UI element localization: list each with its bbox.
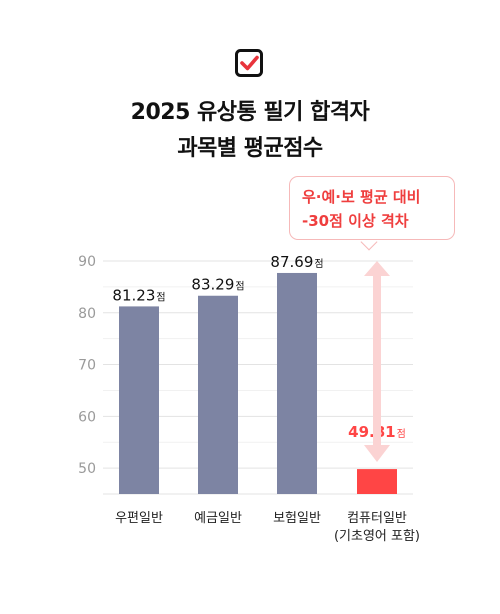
callout-line-2: -30점 이상 격차 [302,212,409,230]
y-tick-label: 90 [78,254,96,270]
bar-1 [119,306,159,494]
y-tick-label: 70 [78,358,96,374]
value-unit: 점 [235,281,244,293]
x-category-name: 보험일반 [273,511,321,526]
value-number: 87.69 [270,253,313,271]
callout-line-1: 우·예·보 평균 대비 [302,188,421,206]
value-unit: 점 [314,258,323,270]
value-label-2: 83.29점 [191,276,244,294]
value-label-1: 81.23점 [112,286,165,304]
bar-4 [357,469,397,494]
checkbox-check-icon [235,49,263,77]
value-number: 83.29 [191,276,234,294]
value-number: 81.23 [112,286,155,304]
x-category-label: 컴퓨터일반 (기초영어 포함) [317,510,437,546]
value-unit: 점 [156,291,165,303]
x-category-sublabel: (기초영어 포함) [333,529,421,544]
value-label-3: 87.69점 [270,253,323,271]
page-title-line-2: 과목별 평균점수 [177,136,323,161]
y-tick-label: 60 [78,409,96,425]
gap-callout: 우·예·보 평균 대비 -30점 이상 격차 [289,176,455,240]
x-category-label: 보험일반 [237,510,357,528]
bar-2 [198,295,238,494]
gap-arrow-head-down [364,445,390,462]
value-number: 49.81 [348,423,395,441]
gap-arrow-head-up [364,261,390,276]
x-category-label: 예금일반 [158,510,278,528]
y-tick-label: 80 [78,306,96,322]
x-category-name: 우편일반 [115,511,163,526]
value-unit: 점 [397,428,406,440]
y-tick-label: 50 [78,461,96,477]
x-category-name: 예금일반 [194,511,242,526]
value-label-4: 49.81점 [348,423,406,441]
page-title-line-1: 2025 유상통 필기 합격자 [130,100,370,125]
x-category-label: 우편일반 [79,510,199,528]
x-category-name: 컴퓨터일반 [347,511,407,526]
bar-3 [277,272,317,494]
